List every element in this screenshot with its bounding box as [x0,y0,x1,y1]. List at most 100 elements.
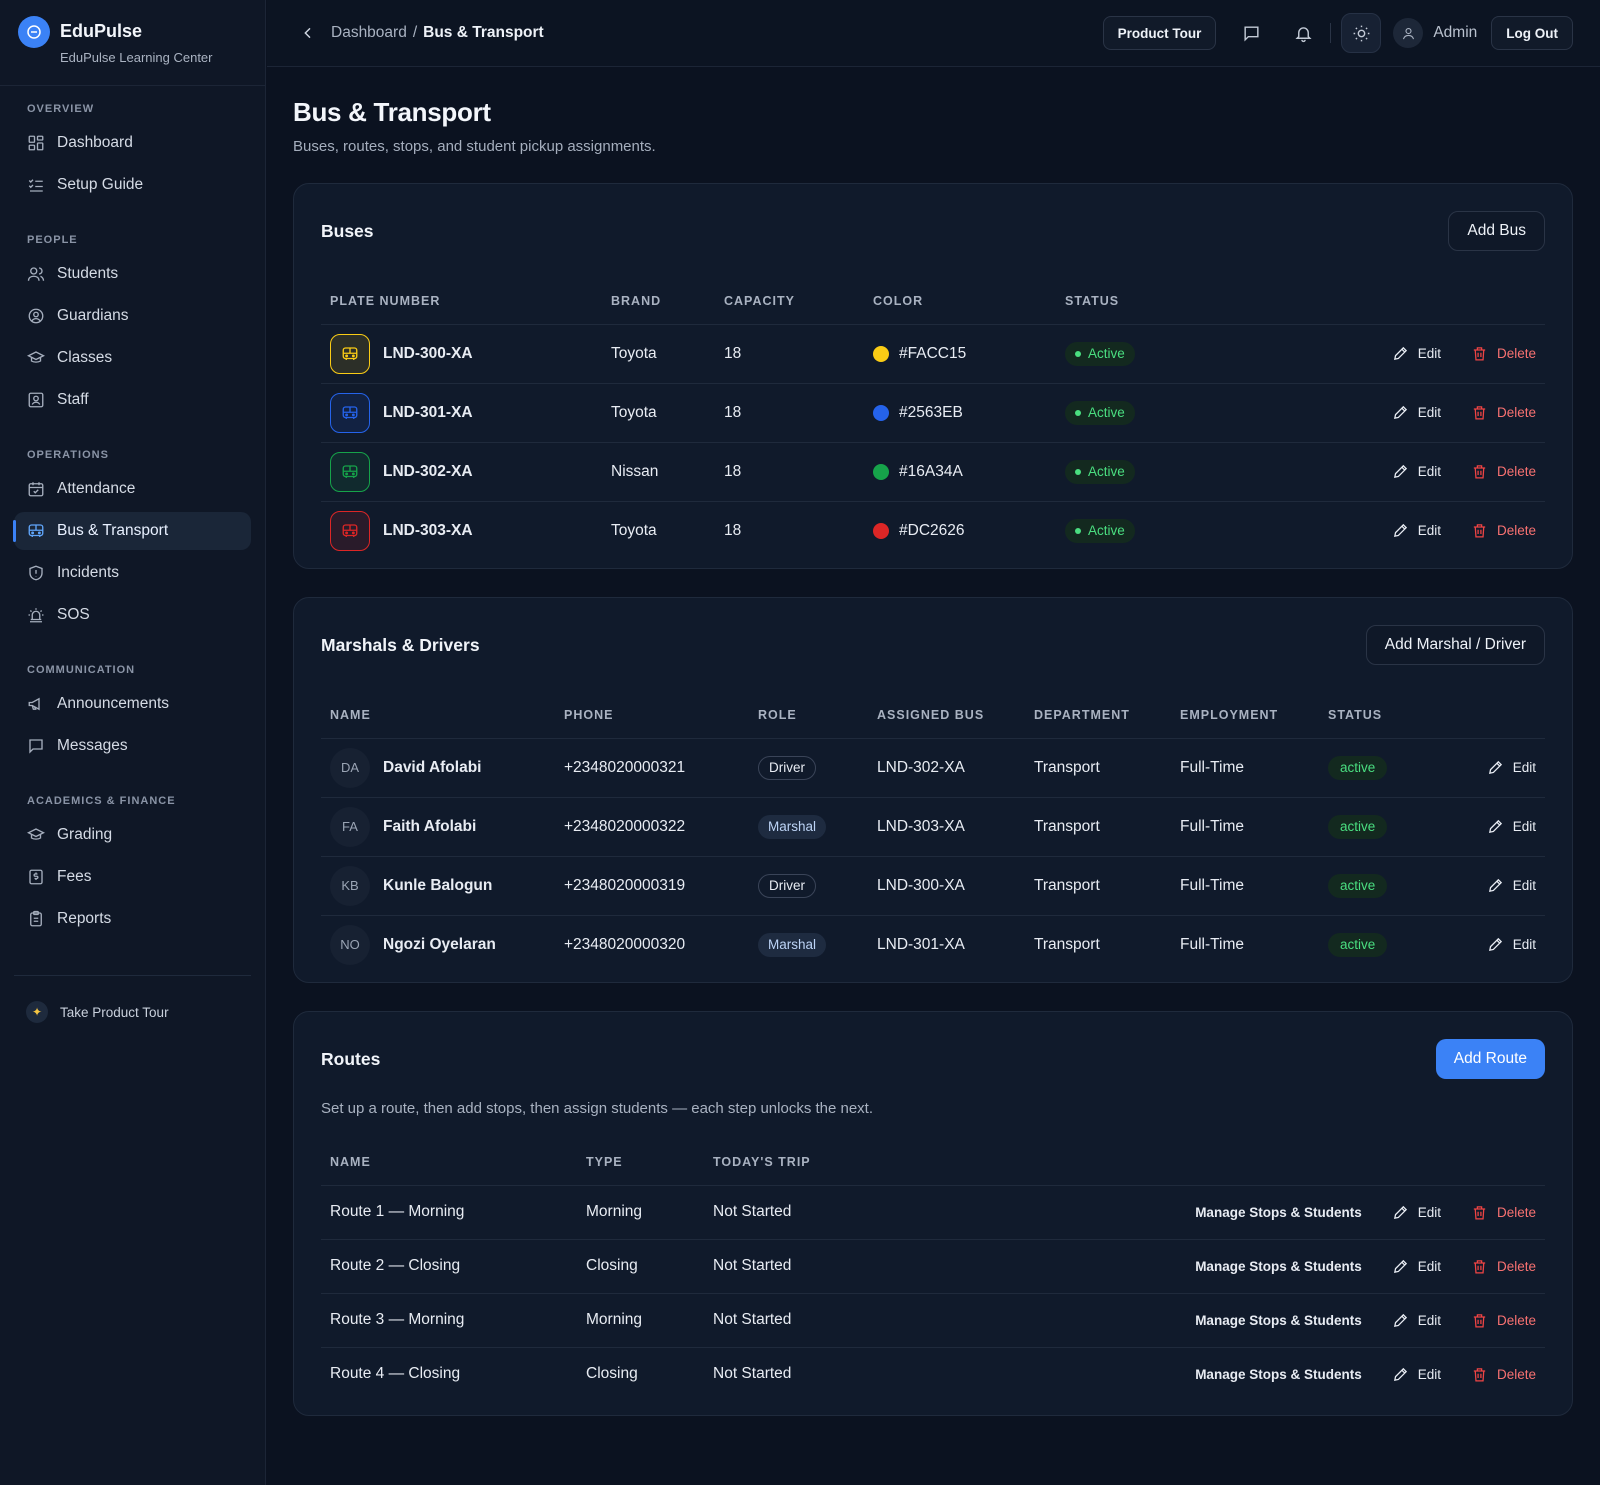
notifications-button[interactable] [1286,16,1320,50]
sidebar-item-sos[interactable]: SOS [14,596,251,634]
color-cell: #FACC15 [864,324,1056,384]
manage-stops-students-button[interactable]: Manage Stops & Students [1195,1204,1362,1220]
status-dot [1075,468,1081,475]
take-product-tour-link[interactable]: ✦ Take Product Tour [0,992,265,1032]
edit-button[interactable]: Edit [1392,1366,1441,1383]
employment-cell: Full-Time [1171,738,1319,798]
buses-title: Buses [321,220,374,241]
sidebar-item-students[interactable]: Students [14,255,251,293]
sidebar-item-attendance[interactable]: Attendance [14,470,251,508]
assigned-bus-cell: LND-302-XA [868,738,1025,798]
color-swatch [873,522,889,539]
add-marshal-driver-button[interactable]: Add Marshal / Driver [1365,625,1545,665]
add-route-button[interactable]: Add Route [1435,1039,1545,1079]
actions-cell: Manage Stops & Students Edit Delete [904,1185,1545,1240]
sidebar-item-grading[interactable]: Grading [14,816,251,854]
delete-button[interactable]: Delete [1471,522,1536,539]
edit-button[interactable]: Edit [1392,345,1441,362]
edit-label: Edit [1417,405,1441,420]
table-row: KB Kunle Balogun +2348020000319 Driver LND-3… [321,856,1545,916]
sidebar-item-announcements[interactable]: Announcements [14,685,251,723]
actions-cell: Edit [1429,738,1545,798]
megaphone-icon [27,695,45,713]
logout-button[interactable]: Log Out [1491,16,1573,50]
edit-button[interactable]: Edit [1487,818,1536,835]
edit-button[interactable]: Edit [1392,1312,1441,1329]
trash-icon [1471,345,1488,362]
column-header: EMPLOYMENT [1171,692,1319,739]
status-badge: active [1328,932,1388,957]
route-type-cell: Morning [577,1185,704,1240]
delete-button[interactable]: Delete [1471,1204,1536,1221]
edit-button[interactable]: Edit [1392,1258,1441,1275]
role-badge: Marshal [758,814,827,839]
back-button[interactable] [297,22,319,44]
status-label: Active [1088,523,1125,539]
pencil-icon [1392,1312,1409,1329]
table-row: LND-300-XA Toyota 18 #FACC15 Active Edit Delet… [321,324,1545,384]
delete-button[interactable]: Delete [1471,1312,1536,1329]
column-header: DEPARTMENT [1025,692,1171,739]
department-cell: Transport [1025,738,1171,798]
sidebar-item-label: Attendance [57,480,136,497]
column-header: TYPE [577,1139,704,1186]
sidebar-item-classes[interactable]: Classes [14,339,251,377]
manage-stops-students-button[interactable]: Manage Stops & Students [1195,1258,1362,1274]
delete-label: Delete [1496,1366,1536,1382]
edit-button[interactable]: Edit [1392,463,1441,480]
sidebar-item-messages[interactable]: Messages [14,727,251,765]
actions-cell: Edit [1429,797,1545,857]
bus-icon [330,451,370,492]
manage-stops-students-button[interactable]: Manage Stops & Students [1195,1312,1362,1328]
sidebar-item-guardians[interactable]: Guardians [14,297,251,335]
phone-cell: +2348020000320 [564,935,686,953]
avatar[interactable] [1393,18,1424,48]
edit-button[interactable]: Edit [1392,1204,1441,1221]
product-tour-button[interactable]: Product Tour [1102,16,1217,50]
add-bus-button[interactable]: Add Bus [1448,211,1545,251]
sidebar-item-reports[interactable]: Reports [14,900,251,938]
plate-number: LND-301-XA [383,403,473,421]
sidebar-item-setup-guide[interactable]: Setup Guide [14,166,251,204]
edit-button[interactable]: Edit [1392,522,1441,539]
brand-logo [18,16,50,48]
delete-button[interactable]: Delete [1471,404,1536,421]
bus-icon [330,392,370,433]
table-row: LND-301-XA Toyota 18 #2563EB Active Edit Delet… [321,383,1545,443]
edit-label: Edit [1417,346,1441,361]
breadcrumb-current: Bus & Transport [423,24,544,41]
sidebar-item-fees[interactable]: Fees [14,858,251,896]
role-cell: Driver [749,738,868,798]
delete-label: Delete [1496,1258,1536,1274]
pencil-icon [1487,759,1504,776]
delete-button[interactable]: Delete [1471,1258,1536,1275]
theme-toggle-button[interactable] [1341,13,1382,53]
edit-label: Edit [1512,760,1536,775]
column-header-actions [1206,278,1545,325]
sidebar-item-dashboard[interactable]: Dashboard [14,124,251,162]
status-dot [1075,409,1081,416]
sidebar-item-staff[interactable]: Staff [14,381,251,419]
route-name-cell: Route 4 — Closing [330,1365,461,1383]
color-hex: #DC2626 [899,521,965,539]
routes-table: NAME TYPE TODAY'S TRIP Route 1 — Morning… [321,1139,1545,1401]
sidebar-item-bus-transport[interactable]: Bus & Transport [13,512,251,550]
edit-button[interactable]: Edit [1392,404,1441,421]
manage-stops-students-button[interactable]: Manage Stops & Students [1195,1366,1362,1382]
edit-button[interactable]: Edit [1487,936,1536,953]
breadcrumb-dashboard-link[interactable]: Dashboard [331,24,407,41]
edit-button[interactable]: Edit [1487,877,1536,894]
sidebar-item-incidents[interactable]: Incidents [14,554,251,592]
delete-button[interactable]: Delete [1471,345,1536,362]
delete-button[interactable]: Delete [1471,1366,1536,1383]
table-row: Route 1 — Morning Morning Not Started Manag… [321,1185,1545,1240]
status-cell: active [1319,797,1429,857]
nav-section-title: COMMUNICATION [27,664,136,676]
todays-trip-cell: Not Started [704,1185,904,1240]
actions-cell: Manage Stops & Students Edit Delete [904,1293,1545,1348]
messages-button[interactable] [1234,16,1268,50]
edit-button[interactable]: Edit [1487,759,1536,776]
edit-label: Edit [1417,1204,1441,1220]
status-cell: Active [1056,501,1206,560]
delete-button[interactable]: Delete [1471,463,1536,480]
